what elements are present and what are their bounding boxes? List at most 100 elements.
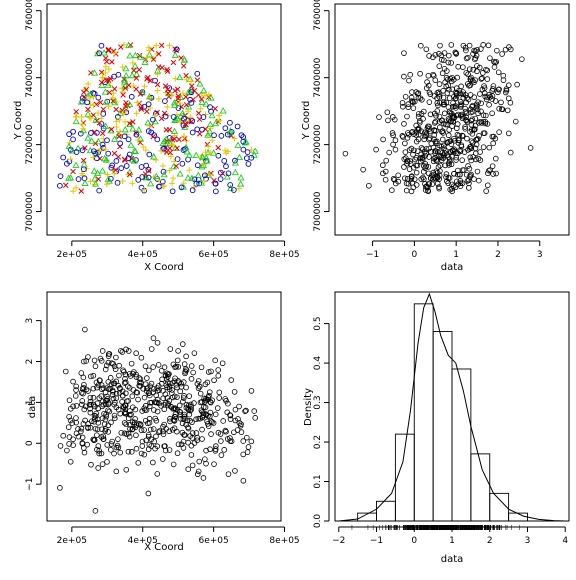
point-low bbox=[109, 162, 116, 169]
point-low bbox=[100, 111, 107, 117]
point bbox=[468, 138, 475, 144]
y-tick-label: 0.3 bbox=[313, 395, 323, 409]
point bbox=[73, 383, 80, 390]
point-mid-low bbox=[77, 98, 85, 105]
y-tick-label: 7200000 bbox=[313, 124, 323, 164]
point bbox=[441, 150, 448, 156]
point bbox=[186, 393, 193, 399]
point bbox=[119, 349, 126, 355]
point bbox=[420, 146, 426, 152]
x-tick-label: 8e+05 bbox=[269, 250, 299, 260]
point bbox=[240, 477, 247, 484]
point-high bbox=[106, 89, 113, 96]
point bbox=[150, 426, 157, 432]
point bbox=[141, 405, 147, 412]
point-high bbox=[191, 87, 198, 94]
point-mid-low bbox=[169, 163, 178, 170]
point bbox=[487, 55, 493, 61]
point bbox=[95, 419, 102, 426]
point bbox=[392, 137, 399, 144]
point-mid-low bbox=[100, 49, 108, 56]
point bbox=[90, 401, 97, 408]
point-high bbox=[194, 77, 201, 83]
point bbox=[188, 376, 195, 382]
point bbox=[411, 147, 417, 154]
point bbox=[146, 392, 153, 399]
point-mid-low bbox=[121, 125, 129, 133]
point bbox=[183, 401, 190, 408]
panel-data-vs-ycoord: −1 0 1 2 3 7000000 7200000 7400000 7600000 data… bbox=[301, 0, 570, 273]
point bbox=[489, 110, 495, 117]
point bbox=[146, 390, 152, 396]
point bbox=[384, 109, 391, 116]
point-mid-high bbox=[111, 50, 118, 57]
point bbox=[479, 70, 486, 76]
point-mid-low bbox=[126, 100, 134, 108]
point bbox=[366, 182, 372, 189]
point bbox=[462, 124, 468, 130]
point-mid-low bbox=[200, 86, 208, 94]
point bbox=[178, 441, 185, 448]
point bbox=[197, 415, 203, 422]
point bbox=[445, 59, 452, 66]
point-high bbox=[146, 167, 152, 174]
point bbox=[212, 411, 219, 418]
point bbox=[458, 143, 465, 150]
y-tick-label: 1 bbox=[25, 400, 35, 406]
point-mid-low bbox=[88, 137, 96, 144]
point bbox=[251, 408, 258, 414]
point bbox=[85, 388, 91, 394]
point-mid-low bbox=[126, 51, 134, 59]
point bbox=[459, 132, 466, 139]
point bbox=[216, 395, 222, 401]
point-low bbox=[218, 133, 225, 139]
point bbox=[238, 421, 244, 427]
y-tick-label: 2 bbox=[25, 359, 35, 365]
point bbox=[390, 176, 397, 182]
point-high bbox=[174, 145, 180, 151]
point-mid-low bbox=[86, 146, 94, 154]
point bbox=[236, 403, 242, 410]
point bbox=[426, 154, 432, 160]
point-low bbox=[73, 149, 80, 155]
point bbox=[168, 404, 175, 410]
point-mid-low bbox=[250, 151, 258, 158]
x-axis: −1 0 1 2 3 bbox=[366, 240, 543, 260]
point-mid-high bbox=[134, 99, 141, 106]
point bbox=[505, 95, 512, 102]
point-mid-low bbox=[160, 170, 168, 178]
point bbox=[92, 363, 99, 370]
point bbox=[460, 94, 467, 101]
point bbox=[113, 378, 119, 385]
point bbox=[495, 86, 502, 93]
y-axis: −1 0 1 2 3 bbox=[25, 318, 42, 491]
point bbox=[467, 129, 473, 135]
point-high bbox=[116, 133, 122, 140]
point bbox=[125, 398, 131, 404]
x-tick-label: 1 bbox=[449, 536, 455, 546]
point bbox=[100, 385, 107, 391]
point-low bbox=[77, 130, 84, 137]
point bbox=[482, 119, 489, 125]
point bbox=[224, 409, 231, 416]
x-tick-label: 4 bbox=[562, 536, 568, 546]
y-tick-label: 0.1 bbox=[313, 474, 323, 488]
point bbox=[145, 420, 151, 427]
point-low bbox=[91, 148, 97, 155]
y-tick-label: −1 bbox=[25, 478, 35, 491]
y-tick-label: 7400000 bbox=[313, 57, 323, 97]
point-low bbox=[79, 147, 86, 154]
point bbox=[117, 449, 124, 456]
point bbox=[153, 399, 159, 406]
point bbox=[216, 389, 223, 396]
point bbox=[432, 77, 439, 83]
point-mid-low bbox=[90, 167, 98, 174]
point bbox=[201, 395, 208, 402]
point-mid-low bbox=[128, 71, 136, 79]
point bbox=[180, 438, 187, 445]
point bbox=[496, 129, 502, 135]
point bbox=[490, 133, 497, 140]
point bbox=[461, 167, 467, 173]
point-low bbox=[196, 180, 203, 187]
point bbox=[248, 438, 255, 445]
